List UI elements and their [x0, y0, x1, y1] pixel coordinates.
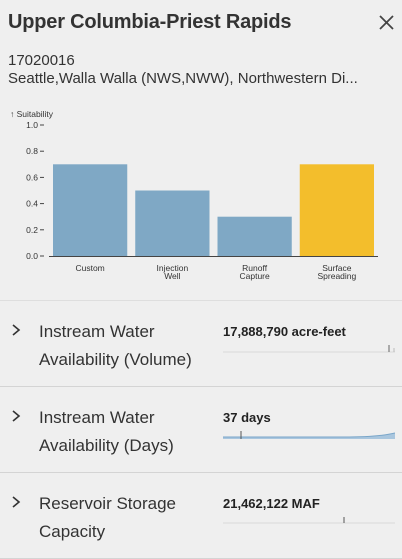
huc-code: 17020016 [8, 52, 75, 69]
x-tick-label: Surface Spreading [317, 263, 356, 281]
metric-list: Instream Water Availability (Volume) 17,… [0, 300, 402, 559]
y-axis-label: ↑ Suitability [10, 109, 54, 119]
bar-0 [53, 164, 128, 256]
volume-distribution-sparkline [223, 345, 395, 353]
metric-row-reservoir[interactable]: Reservoir Storage Capacity 21,462,122 MA… [0, 473, 402, 559]
bar-2 [217, 216, 292, 256]
y-tick-label: 1.0 [26, 120, 38, 130]
y-tick-label: 0.6 [26, 172, 38, 182]
metric-value: 17,888,790 acre-feet [223, 324, 346, 339]
bar-3 [299, 164, 374, 256]
region-header: Upper Columbia-Priest Rapids 17020016 Se… [8, 10, 398, 281]
metric-label: Instream Water Availability (Days) [39, 408, 174, 455]
chevron-right-icon[interactable] [10, 495, 22, 509]
metric-label: Reservoir Storage Capacity [39, 494, 177, 541]
x-tick-label: Runoff Capture [240, 263, 271, 281]
bar-1 [135, 190, 210, 256]
y-tick-label: 0.2 [26, 225, 38, 235]
days-distribution-sparkline [223, 431, 395, 439]
metric-row-volume[interactable]: Instream Water Availability (Volume) 17,… [0, 300, 402, 387]
district-offices: Seattle,Walla Walla (NWS,NWW), Northwest… [8, 70, 358, 87]
close-icon[interactable] [374, 10, 398, 34]
chevron-right-icon[interactable] [10, 323, 22, 337]
metric-value: 37 days [223, 410, 271, 425]
y-tick-label: 0.8 [26, 146, 38, 156]
region-title: Upper Columbia-Priest Rapids [8, 11, 292, 33]
metric-value: 21,462,122 MAF [223, 496, 320, 511]
chevron-right-icon[interactable] [10, 409, 22, 423]
metric-row-days[interactable]: Instream Water Availability (Days) 37 da… [0, 387, 402, 473]
metric-label: Instream Water Availability (Volume) [39, 322, 192, 369]
x-tick-label: Injection Well [157, 263, 189, 281]
x-tick-label: Custom [75, 263, 104, 273]
y-tick-label: 0.0 [26, 251, 38, 261]
suitability-bar-chart: ↑ Suitability 0.0 0.2 0.4 0.6 0.8 1.0 Custom Inj… [10, 109, 378, 281]
y-tick-label: 0.4 [26, 199, 38, 209]
reservoir-distribution-sparkline [223, 517, 395, 524]
